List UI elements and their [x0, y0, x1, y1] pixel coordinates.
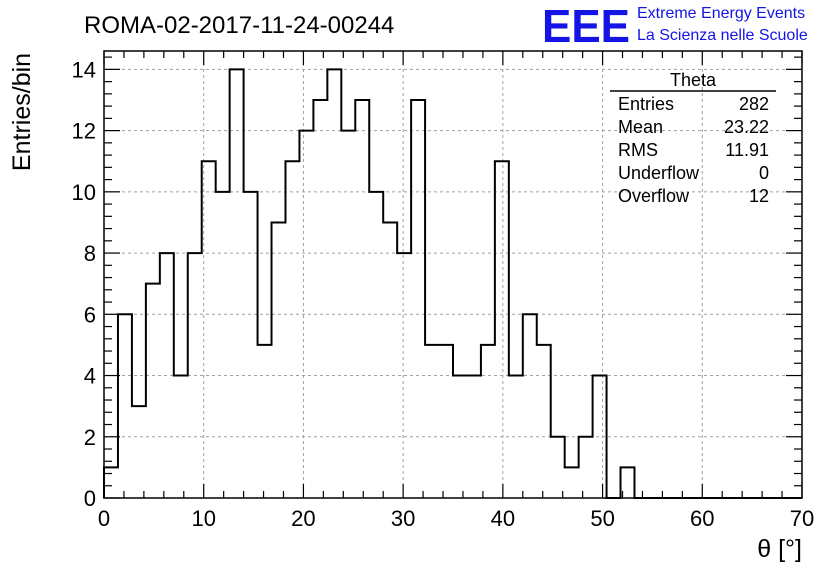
eee-logo: EEE Extreme Energy Events La Scienza nel… — [542, 0, 808, 52]
stats-value: 0 — [759, 163, 769, 183]
stats-value: 11.91 — [725, 140, 769, 160]
plot-frame — [103, 50, 803, 499]
y-tick-label: 2 — [84, 425, 96, 450]
x-tick-label: 20 — [291, 506, 315, 531]
x-tick-label: 30 — [391, 506, 415, 531]
x-axis-label: θ [°] — [757, 535, 802, 563]
y-axis-label: Entries/bin — [8, 53, 36, 171]
y-tick-label: 10 — [72, 180, 96, 205]
y-tick-label: 14 — [72, 57, 96, 82]
chart-title: ROMA-02-2017-11-24-00244 — [84, 12, 394, 39]
stats-label: Mean — [618, 117, 663, 137]
y-axis-ticks: 0 2 4 6 8 10 12 14 — [72, 56, 802, 511]
stats-value: 23.22 — [724, 117, 769, 137]
stats-label: Overflow — [618, 186, 690, 206]
y-tick-label: 12 — [72, 119, 96, 144]
x-tick-label: 0 — [98, 506, 110, 531]
x-axis-ticks: 0 10 20 30 40 50 60 70 — [98, 51, 814, 531]
stats-label: Underflow — [618, 163, 700, 183]
x-tick-label: 60 — [690, 506, 714, 531]
y-tick-label: 0 — [84, 486, 96, 511]
histogram-bins — [103, 68, 802, 499]
x-tick-label: 50 — [590, 506, 614, 531]
logo-line-1: Extreme Energy Events — [637, 5, 805, 22]
stats-value: 282 — [739, 94, 769, 114]
x-tick-label: 10 — [191, 506, 215, 531]
y-tick-label: 8 — [84, 241, 96, 266]
logo-mark: EEE — [542, 0, 630, 52]
plot-frame-rect — [103, 50, 803, 499]
stats-label: Entries — [618, 94, 674, 114]
stats-name: Theta — [670, 70, 717, 90]
stats-label: RMS — [618, 140, 658, 160]
histogram-outline — [103, 68, 802, 499]
y-tick-label: 6 — [84, 302, 96, 327]
y-tick-label: 4 — [84, 364, 96, 389]
x-tick-label: 70 — [790, 506, 814, 531]
x-tick-label: 40 — [491, 506, 515, 531]
stats-value: 12 — [749, 186, 769, 206]
stats-box: Theta Entries 282 Mean 23.22 RMS 11.91 Underfl… — [610, 70, 776, 206]
logo-line-2: La Scienza nelle Scuole — [637, 27, 808, 44]
